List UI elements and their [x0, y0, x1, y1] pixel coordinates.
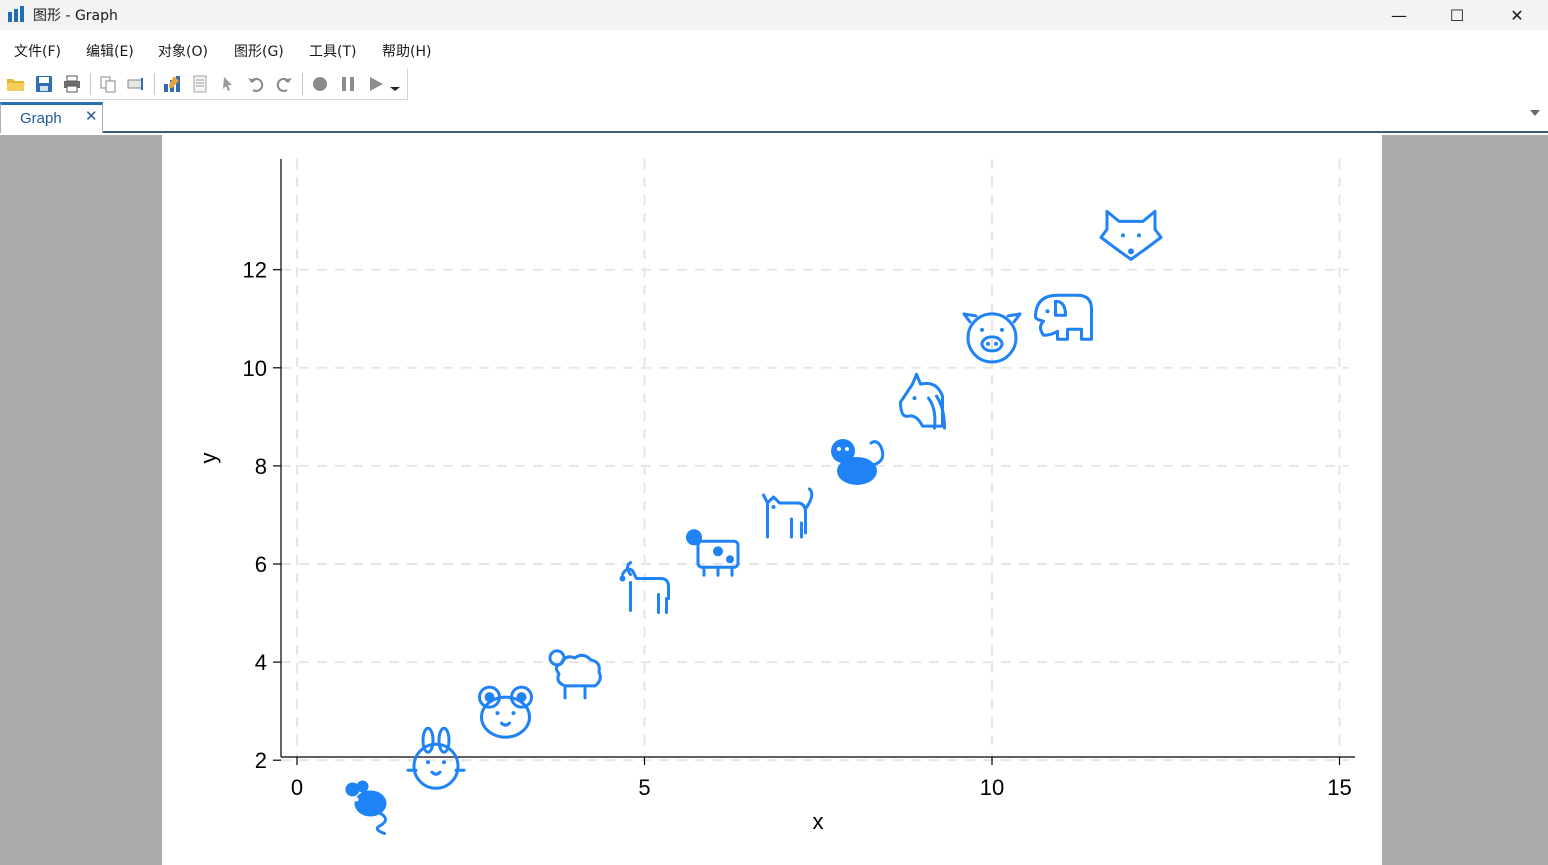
minimize-button[interactable]: —	[1391, 5, 1407, 25]
menu-object[interactable]: 对象(O)	[158, 44, 208, 60]
data-point-monkey	[831, 438, 885, 485]
y-tick-label: 8	[255, 454, 267, 479]
graph-app-icon	[8, 6, 24, 22]
save-icon[interactable]	[33, 73, 55, 95]
tab-label: Graph	[20, 110, 62, 127]
data-point-unicorn	[899, 372, 946, 430]
x-tick-label: 10	[980, 775, 1004, 800]
y-tick-label: 10	[243, 356, 267, 381]
tab-list-dropdown-icon[interactable]	[1530, 110, 1540, 116]
data-point-mouse	[345, 780, 387, 835]
y-tick-label: 2	[255, 748, 267, 773]
pointer-icon[interactable]	[217, 73, 239, 95]
menu-tools[interactable]: 工具(T)	[309, 44, 357, 60]
open-folder-icon[interactable]	[5, 73, 27, 95]
data-point-rabbit	[406, 726, 466, 790]
ticks: 0 5 10 15 2 4 6 8 10 12	[243, 258, 1352, 800]
tab-graph[interactable]: Graph ✕	[0, 102, 103, 133]
window-title: 图形 - Graph	[33, 8, 118, 24]
data-point-goat	[619, 561, 670, 615]
undo-icon[interactable]	[245, 73, 267, 95]
y-tick-label: 4	[255, 650, 267, 675]
x-tick-label: 15	[1327, 775, 1351, 800]
graph-viewport: 0 5 10 15 2 4 6 8 10 12 x y	[0, 135, 1548, 865]
title-bar: 图形 - Graph — ☐ ✕	[0, 0, 1548, 30]
scatter-chart: 0 5 10 15 2 4 6 8 10 12 x y	[196, 159, 1355, 835]
toolbar-separator	[90, 73, 91, 95]
data-point-cow	[686, 529, 740, 577]
toolbar-separator	[154, 73, 155, 95]
graph-page: 0 5 10 15 2 4 6 8 10 12 x y	[162, 135, 1382, 865]
data-point-cat	[762, 487, 814, 539]
y-axis-label: y	[196, 453, 221, 464]
menu-graph[interactable]: 图形(G)	[234, 44, 284, 60]
tab-close-icon[interactable]: ✕	[85, 107, 98, 125]
grid-lines	[281, 159, 1349, 762]
menu-bar: 文件(F) 编辑(E) 对象(O) 图形(G) 工具(T) 帮助(H)	[0, 30, 1548, 68]
x-tick-label: 0	[291, 775, 303, 800]
dropdown-arrow-icon[interactable]	[388, 73, 402, 95]
data-point-mouse-face	[478, 685, 533, 739]
pause-icon[interactable]	[337, 73, 359, 95]
y-tick-label: 12	[243, 258, 267, 283]
data-point-pig-face	[962, 312, 1022, 364]
tab-strip: Graph ✕	[0, 100, 1548, 133]
axes	[280, 159, 1355, 758]
properties-icon[interactable]	[189, 73, 211, 95]
x-axis-label: x	[813, 809, 824, 834]
menu-edit[interactable]: 编辑(E)	[86, 44, 134, 60]
toolbar-separator	[302, 73, 303, 95]
record-icon[interactable]	[309, 73, 331, 95]
redo-icon[interactable]	[273, 73, 295, 95]
close-button[interactable]: ✕	[1510, 5, 1524, 25]
copy-icon[interactable]	[97, 73, 119, 95]
graph-editor-icon[interactable]	[161, 73, 183, 95]
data-points	[345, 209, 1163, 835]
data-point-elephant	[1034, 293, 1093, 341]
data-point-sheep	[548, 649, 602, 700]
rename-icon[interactable]	[125, 73, 147, 95]
print-icon[interactable]	[61, 73, 83, 95]
maximize-button[interactable]: ☐	[1449, 5, 1465, 25]
y-tick-label: 6	[255, 552, 267, 577]
x-tick-label: 5	[638, 775, 650, 800]
menu-help[interactable]: 帮助(H)	[382, 44, 432, 60]
data-point-fox-face	[1099, 209, 1163, 261]
toolbar	[0, 68, 408, 100]
play-icon[interactable]	[365, 73, 387, 95]
menu-file[interactable]: 文件(F)	[14, 44, 61, 60]
